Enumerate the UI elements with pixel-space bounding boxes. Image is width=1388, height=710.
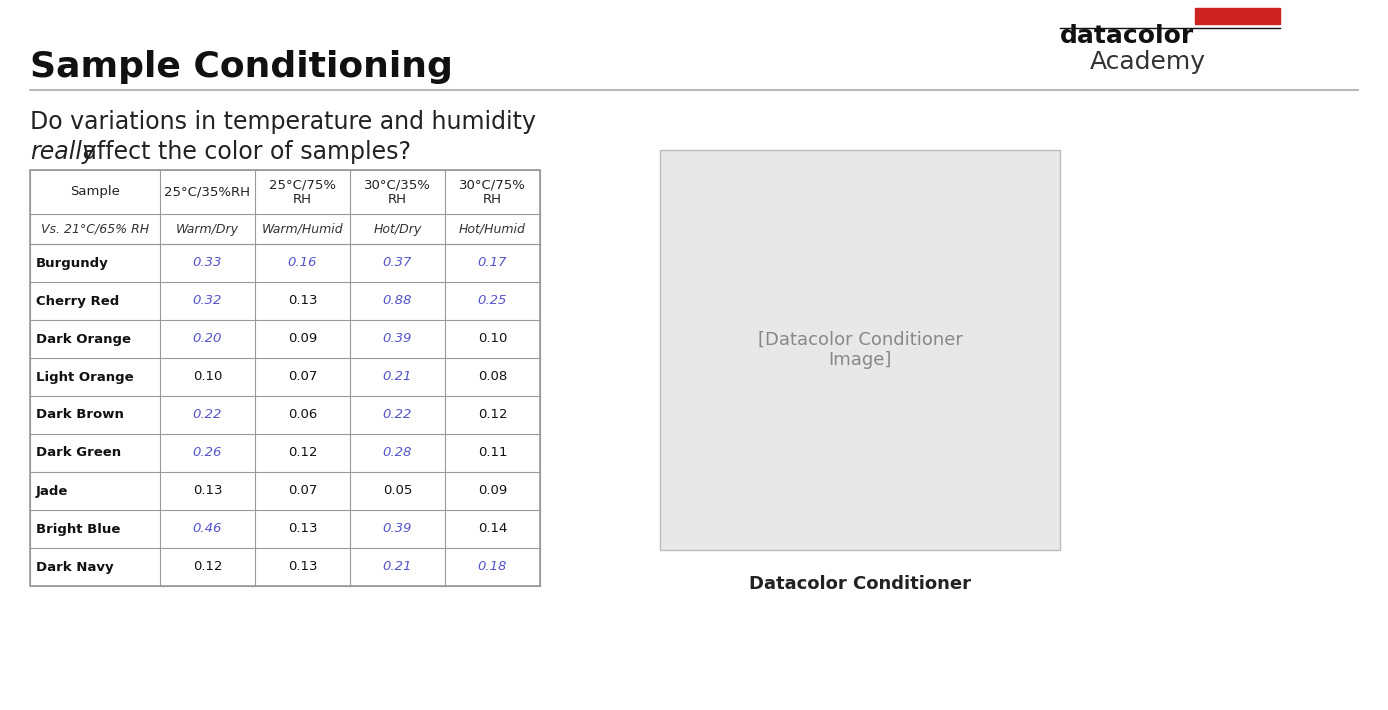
Text: 0.22: 0.22 <box>193 408 222 422</box>
Text: 0.32: 0.32 <box>193 295 222 307</box>
Text: 0.25: 0.25 <box>477 295 507 307</box>
Text: 0.37: 0.37 <box>383 256 412 270</box>
Text: Do variations in temperature and humidity: Do variations in temperature and humidit… <box>31 110 536 134</box>
Text: Light Orange: Light Orange <box>36 371 133 383</box>
Text: 0.39: 0.39 <box>383 523 412 535</box>
Bar <box>1195 8 1280 24</box>
FancyBboxPatch shape <box>661 150 1060 550</box>
Text: Cherry Red: Cherry Red <box>36 295 119 307</box>
Text: 0.26: 0.26 <box>193 447 222 459</box>
Text: 0.11: 0.11 <box>477 447 507 459</box>
Text: Hot/Dry: Hot/Dry <box>373 222 422 236</box>
Text: 0.28: 0.28 <box>383 447 412 459</box>
Text: 0.13: 0.13 <box>287 295 318 307</box>
Text: Dark Orange: Dark Orange <box>36 332 130 346</box>
Text: 0.21: 0.21 <box>383 560 412 574</box>
Text: Sample: Sample <box>69 185 119 199</box>
Text: really: really <box>31 140 96 164</box>
Text: datacolor: datacolor <box>1060 24 1194 48</box>
Text: 30°C/75%
RH: 30°C/75% RH <box>459 178 526 206</box>
Text: affect the color of samples?: affect the color of samples? <box>75 140 411 164</box>
Text: 30°C/35%
RH: 30°C/35% RH <box>364 178 430 206</box>
Text: Warm/Dry: Warm/Dry <box>176 222 239 236</box>
Text: Warm/Humid: Warm/Humid <box>262 222 343 236</box>
Text: 0.10: 0.10 <box>193 371 222 383</box>
Text: 0.33: 0.33 <box>193 256 222 270</box>
Text: Burgundy: Burgundy <box>36 256 108 270</box>
Text: 0.21: 0.21 <box>383 371 412 383</box>
Text: 0.05: 0.05 <box>383 484 412 498</box>
Text: [Datacolor Conditioner
Image]: [Datacolor Conditioner Image] <box>758 331 962 369</box>
Text: 0.12: 0.12 <box>193 560 222 574</box>
Text: 25°C/75%
RH: 25°C/75% RH <box>269 178 336 206</box>
Text: Sample Conditioning: Sample Conditioning <box>31 50 452 84</box>
Text: 0.20: 0.20 <box>193 332 222 346</box>
Text: 25°C/35%RH: 25°C/35%RH <box>165 185 250 199</box>
Text: 0.13: 0.13 <box>193 484 222 498</box>
Text: 0.09: 0.09 <box>477 484 507 498</box>
Text: Dark Navy: Dark Navy <box>36 560 114 574</box>
Text: 0.88: 0.88 <box>383 295 412 307</box>
Text: 0.08: 0.08 <box>477 371 507 383</box>
Text: 0.17: 0.17 <box>477 256 507 270</box>
Text: Vs. 21°C/65% RH: Vs. 21°C/65% RH <box>40 222 149 236</box>
Text: 0.12: 0.12 <box>477 408 507 422</box>
Text: Jade: Jade <box>36 484 68 498</box>
Text: Datacolor Conditioner: Datacolor Conditioner <box>750 575 972 593</box>
Text: 0.13: 0.13 <box>287 523 318 535</box>
Text: 0.46: 0.46 <box>193 523 222 535</box>
Text: 0.18: 0.18 <box>477 560 507 574</box>
Text: 0.13: 0.13 <box>287 560 318 574</box>
Text: Dark Brown: Dark Brown <box>36 408 124 422</box>
Text: 0.10: 0.10 <box>477 332 507 346</box>
Text: Hot/Humid: Hot/Humid <box>459 222 526 236</box>
Text: 0.14: 0.14 <box>477 523 507 535</box>
Text: 0.07: 0.07 <box>287 484 318 498</box>
Text: 0.39: 0.39 <box>383 332 412 346</box>
Text: 0.06: 0.06 <box>287 408 316 422</box>
Text: 0.07: 0.07 <box>287 371 318 383</box>
Text: 0.09: 0.09 <box>287 332 316 346</box>
Bar <box>31 170 540 586</box>
Text: Bright Blue: Bright Blue <box>36 523 121 535</box>
Text: 0.22: 0.22 <box>383 408 412 422</box>
Text: 0.16: 0.16 <box>287 256 318 270</box>
Text: 0.12: 0.12 <box>287 447 318 459</box>
Text: Academy: Academy <box>1090 50 1206 74</box>
Text: Dark Green: Dark Green <box>36 447 121 459</box>
